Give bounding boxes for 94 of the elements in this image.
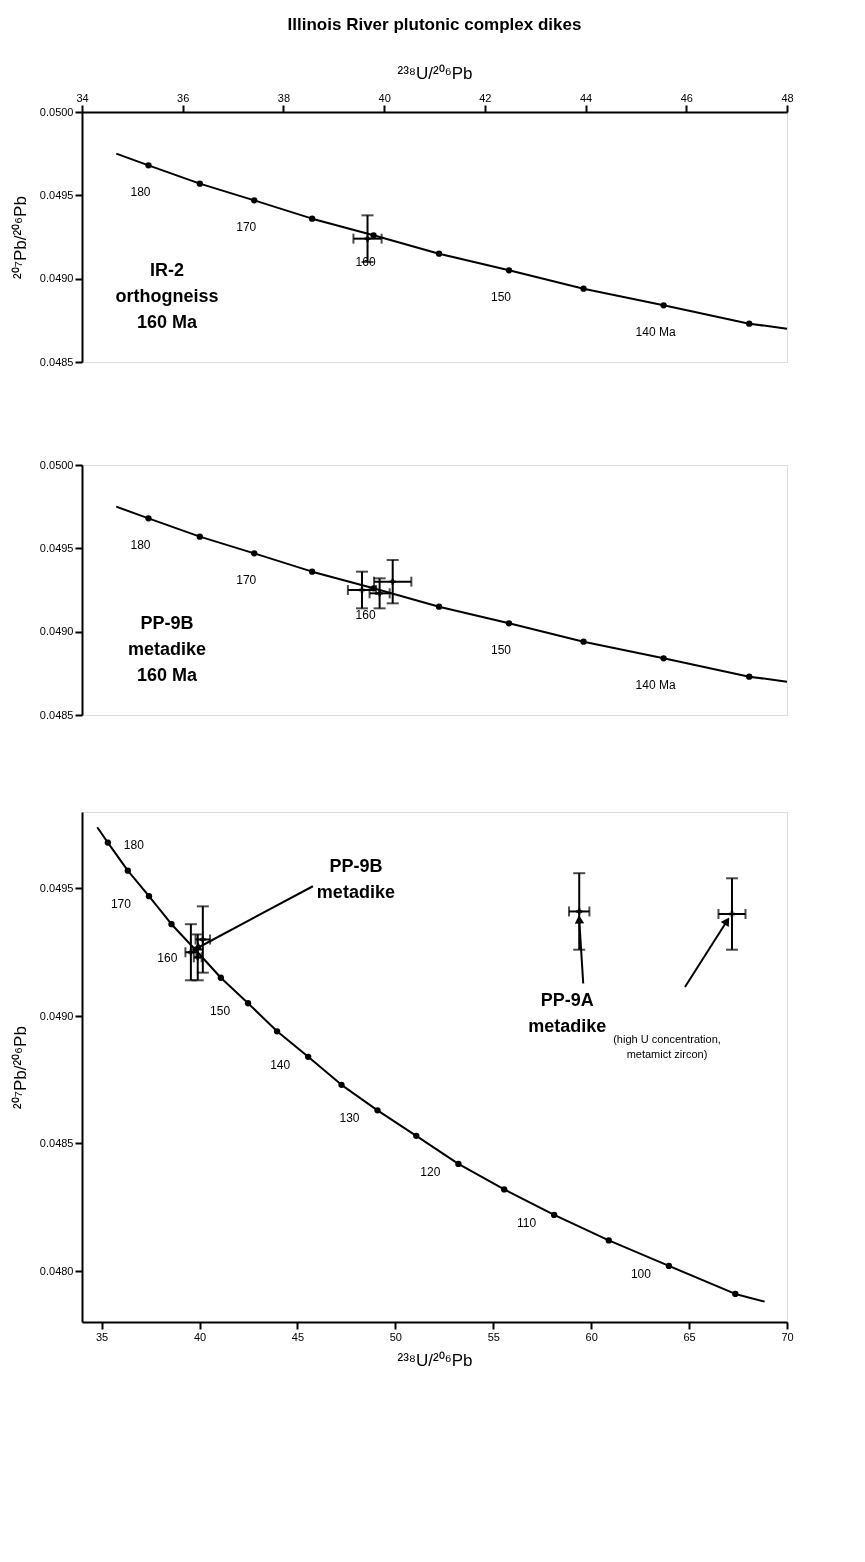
point <box>145 892 153 900</box>
annotation: 180 <box>130 185 151 200</box>
annotation: 160 <box>157 950 178 965</box>
x-axis-title: ²³⁸U/²⁰⁶Pb <box>397 1350 473 1370</box>
x-tick-label: 65 <box>683 1330 696 1343</box>
point <box>308 215 316 222</box>
point <box>244 1000 252 1007</box>
point <box>413 1132 420 1140</box>
annotation: 140 Ma <box>635 325 676 340</box>
point <box>550 1211 558 1219</box>
y-tick-label: 0.0490 <box>39 1009 74 1022</box>
x-tick-label: 40 <box>193 1330 207 1343</box>
line-series <box>96 826 766 1303</box>
point <box>308 568 316 575</box>
point <box>580 285 587 292</box>
point <box>435 250 443 257</box>
x-tick-label: 42 <box>479 91 492 104</box>
y-tick-label: 0.0480 <box>39 1264 74 1277</box>
annotation: 150 <box>491 290 512 305</box>
x-tick-label: 48 <box>781 91 794 104</box>
annotation: 150 <box>491 643 512 658</box>
x-tick-label: 46 <box>680 91 693 104</box>
point <box>746 673 753 680</box>
y-axis-title: ²⁰⁷Pb/²⁰⁶Pb <box>10 1026 30 1109</box>
y-tick-label: 0.0500 <box>39 458 74 471</box>
point <box>505 620 513 627</box>
annotation: IR-2 orthogneiss 160 Ma <box>115 260 219 332</box>
annotation: 130 <box>339 1111 360 1126</box>
annotation: 170 <box>236 220 257 235</box>
annotation: 150 <box>210 1004 231 1019</box>
annotation: 100 <box>630 1266 652 1281</box>
point <box>660 655 667 662</box>
point <box>435 603 443 610</box>
point <box>145 162 152 169</box>
annotation: 180 <box>130 538 151 553</box>
y-tick-label: 0.0490 <box>39 625 74 638</box>
x-tick-label: 38 <box>277 91 291 104</box>
point <box>273 1028 281 1035</box>
point <box>251 550 258 557</box>
point <box>196 180 203 187</box>
y-axis-title: ²⁰⁷Pb/²⁰⁶Pb <box>10 196 30 279</box>
y-tick-label: 0.0485 <box>39 1137 74 1149</box>
point <box>196 533 203 540</box>
annotation: 170 <box>110 897 132 912</box>
y-tick-label: 0.0495 <box>39 541 74 554</box>
annotation: 140 <box>270 1057 291 1072</box>
point <box>660 302 667 309</box>
point <box>580 638 587 645</box>
x-tick-label: 60 <box>585 1330 598 1343</box>
annotation: 180 <box>123 837 145 852</box>
point <box>145 515 152 522</box>
x-tick-label: 45 <box>291 1330 305 1343</box>
point <box>124 867 131 874</box>
y-tick-label: 0.0495 <box>39 188 74 201</box>
annotation: PP-9B metadike 160 Ma <box>127 613 207 685</box>
annotation: PP-9B metadike <box>316 856 395 903</box>
x-tick-label: 70 <box>781 1330 794 1343</box>
point <box>374 1107 381 1114</box>
point <box>251 197 258 204</box>
x-tick-label: 50 <box>389 1330 402 1343</box>
point <box>338 1081 345 1089</box>
y-tick-label: 0.0485 <box>39 355 74 368</box>
point <box>605 1237 612 1244</box>
x-tick-label: 44 <box>579 91 593 104</box>
x-axis-title: ²³⁸U/²⁰⁶Pb <box>397 63 473 83</box>
x-tick-label: 40 <box>378 91 391 104</box>
y-tick-label: 0.0490 <box>39 272 74 285</box>
annotation: (high U concentration, metamict zircon) <box>613 1033 721 1060</box>
annotation: 170 <box>236 573 257 588</box>
point <box>665 1262 673 1270</box>
annotation: 120 <box>420 1164 441 1179</box>
annotation: 110 <box>517 1215 537 1230</box>
point <box>305 1053 312 1060</box>
point <box>505 267 513 274</box>
point <box>217 974 225 981</box>
x-tick-label: 35 <box>95 1330 109 1343</box>
point <box>370 232 377 239</box>
point <box>732 1290 739 1298</box>
point <box>746 320 753 327</box>
annotation: 140 Ma <box>635 678 676 693</box>
annotation: 160 <box>355 255 376 270</box>
x-tick-label: 36 <box>177 91 190 104</box>
x-tick-label: 55 <box>487 1330 500 1343</box>
x-tick-label: 34 <box>76 91 89 104</box>
point <box>455 1160 462 1168</box>
point <box>168 921 175 928</box>
chart-title: Illinois River plutonic complex dikes <box>287 15 582 34</box>
point <box>501 1186 508 1193</box>
y-tick-label: 0.0495 <box>39 882 74 894</box>
annotation: PP-9A metadike <box>528 990 607 1037</box>
y-tick-label: 0.0500 <box>39 105 74 118</box>
y-tick-label: 0.0485 <box>39 708 74 721</box>
annotation: 160 <box>355 608 376 623</box>
point <box>104 839 112 846</box>
